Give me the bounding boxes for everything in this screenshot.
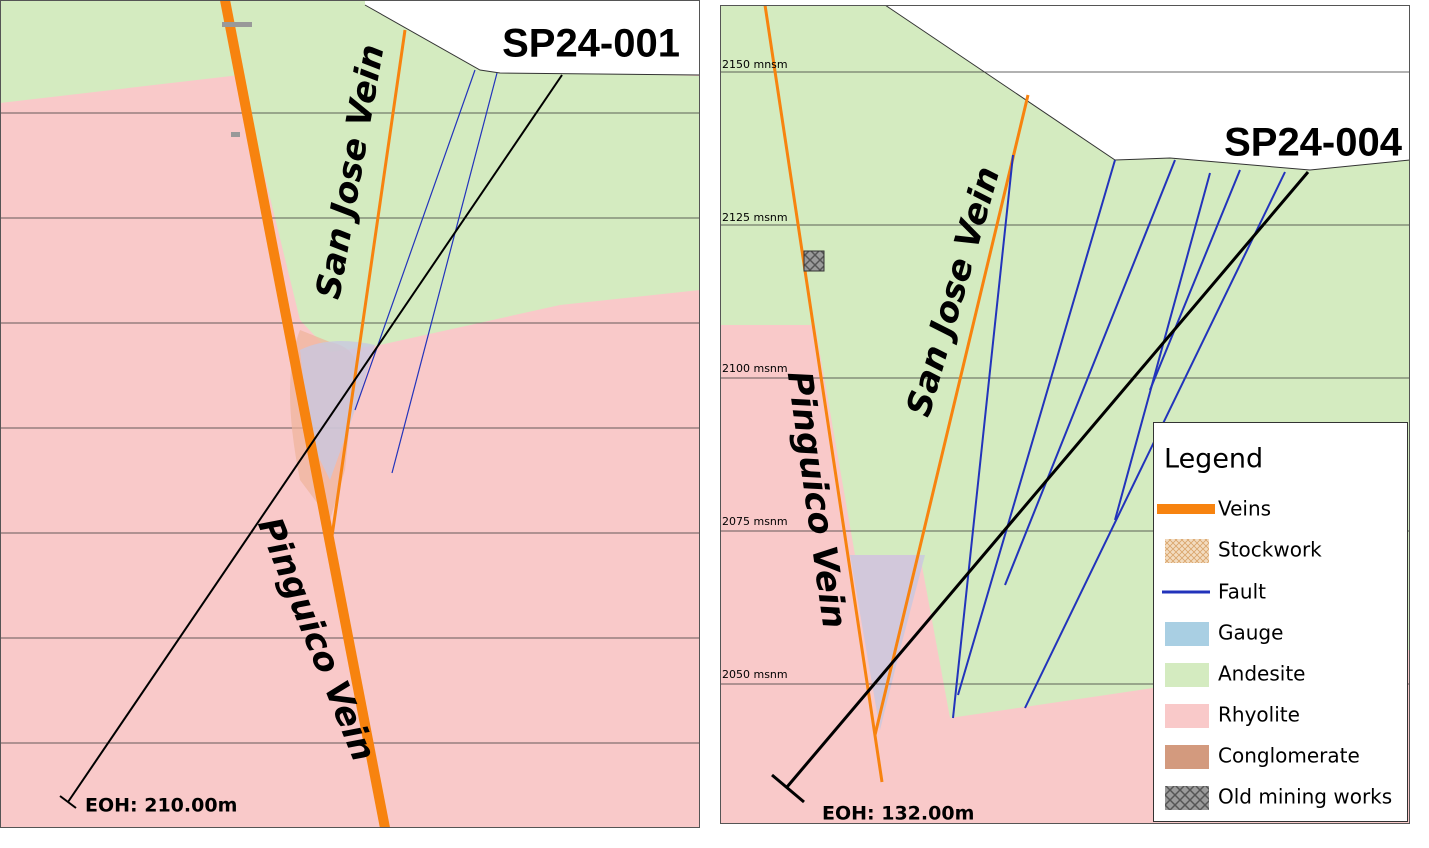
legend-title: Legend xyxy=(1164,444,1263,475)
elevation-label: 2075 msnm xyxy=(722,515,788,528)
legend-label: Andesite xyxy=(1218,662,1305,686)
legend-label: Gauge xyxy=(1218,621,1283,645)
elevation-label: 2125 msnm xyxy=(722,211,788,224)
eoh-label: EOH: 132.00m xyxy=(822,803,974,825)
legend-label: Old mining works xyxy=(1218,785,1392,809)
elevation-label: 2100 msnm xyxy=(722,362,788,375)
legend: Legend Veins Stockwork Fault Gauge Andes… xyxy=(1153,422,1408,822)
legend-label: Conglomerate xyxy=(1218,744,1360,768)
frame xyxy=(720,5,1410,824)
elevation-label: 2150 mnsm xyxy=(722,58,788,71)
section-left xyxy=(0,0,700,828)
legend-label: Rhyolite xyxy=(1218,703,1300,727)
hole-title: SP24-004 xyxy=(1224,121,1403,165)
hole-title: SP24-001 xyxy=(502,22,680,66)
legend-label: Stockwork xyxy=(1218,538,1322,562)
elevation-label: 2050 msnm xyxy=(722,668,788,681)
eoh-label: EOH: 210.00m xyxy=(85,795,237,817)
legend-label: Fault xyxy=(1218,580,1266,604)
frame xyxy=(0,0,700,828)
legend-label: Veins xyxy=(1218,497,1271,521)
